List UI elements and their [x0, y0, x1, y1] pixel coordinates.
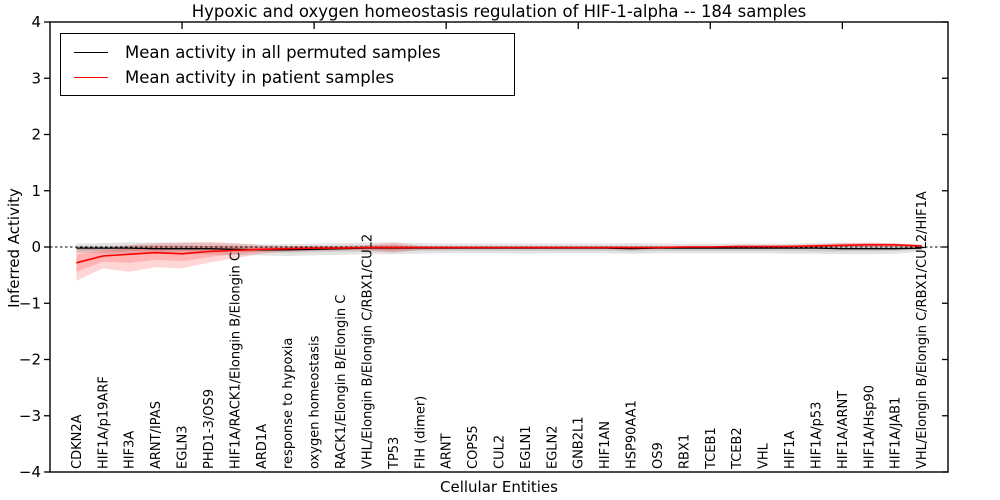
x-category-label: HIF3A	[123, 431, 138, 469]
patient-band-inner	[76, 243, 922, 272]
chart-title: Hypoxic and oxygen homeostasis regulatio…	[191, 2, 807, 21]
x-category-label: HIF1AN	[598, 421, 613, 469]
y-tick-label: 2	[31, 126, 41, 144]
legend-label-permuted: Mean activity in all permuted samples	[125, 42, 441, 62]
x-category-label: CDKN2A	[70, 414, 85, 469]
x-category-label: EGLN2	[545, 425, 560, 469]
x-category-label: OS9	[651, 442, 666, 469]
x-category-label: FIH (dimer)	[413, 396, 428, 469]
x-category-label: HIF1A	[783, 431, 798, 469]
x-category-label: PHD1-3/OS9	[202, 389, 217, 469]
x-category-label: TCEB2	[730, 427, 745, 470]
x-category-label: CUL2	[493, 435, 508, 469]
y-tick-label: −3	[19, 407, 41, 425]
y-tick-label: −1	[19, 294, 41, 312]
x-category-label: TP53	[387, 437, 402, 470]
x-category-label: GNB2L1	[572, 416, 587, 469]
y-tick-label: 0	[31, 238, 41, 256]
patient-mean-line	[76, 244, 922, 264]
permuted-band-outer	[76, 242, 922, 256]
x-category-label: VHL	[757, 442, 772, 469]
y-axis-label: Inferred Activity	[5, 188, 23, 308]
x-category-label: VHL/Elongin B/Elongin C/RBX1/CUL2	[360, 234, 375, 469]
x-category-label: HSP90AA1	[625, 400, 640, 469]
x-category-label: ARNT/IPAS	[149, 401, 164, 469]
x-category-label: HIF1A/p53	[809, 402, 824, 469]
x-category-label: HIF1A/Hsp90	[862, 385, 877, 469]
y-tick-label: −2	[19, 351, 41, 369]
legend-row-permuted: Mean activity in all permuted samples	[61, 43, 514, 62]
x-category-label: COPS5	[466, 425, 481, 469]
x-category-label: ARNT	[440, 433, 455, 469]
x-category-label: HIF1A/p19ARF	[96, 376, 111, 469]
y-tick-label: −4	[19, 463, 41, 481]
x-category-label: EGLN1	[519, 425, 534, 469]
x-category-label: HIF1A/ARNT	[836, 391, 851, 469]
y-tick-label: 1	[31, 182, 41, 200]
x-axis-label: Cellular Entities	[440, 478, 558, 496]
x-category-label: RACK1/Elongin B/Elongin C	[334, 295, 349, 469]
permuted-line-sample-icon	[74, 51, 108, 53]
x-category-label: EGLN3	[176, 425, 191, 469]
y-tick-label: 3	[31, 69, 41, 87]
legend-row-patient: Mean activity in patient samples	[61, 68, 514, 87]
x-category-label: HIF1A/RACK1/Elongin B/Elongin C	[228, 252, 243, 469]
x-category-label: TCEB1	[704, 427, 719, 470]
x-category-label: VHL/Elongin B/Elongin C/RBX1/CUL2/HIF1A	[915, 191, 930, 469]
legend-label-patient: Mean activity in patient samples	[125, 67, 395, 87]
x-category-label: oxygen homeostasis	[308, 335, 323, 469]
x-category-label: response to hypoxia	[281, 338, 296, 469]
legend: Mean activity in all permuted samples Me…	[60, 33, 515, 96]
x-category-label: ARD1A	[255, 424, 270, 469]
y-tick-label: 4	[31, 13, 41, 31]
patient-line-sample-icon	[74, 76, 108, 78]
x-category-label: RBX1	[677, 434, 692, 469]
x-category-label: HIF1A/JAB1	[889, 397, 904, 469]
